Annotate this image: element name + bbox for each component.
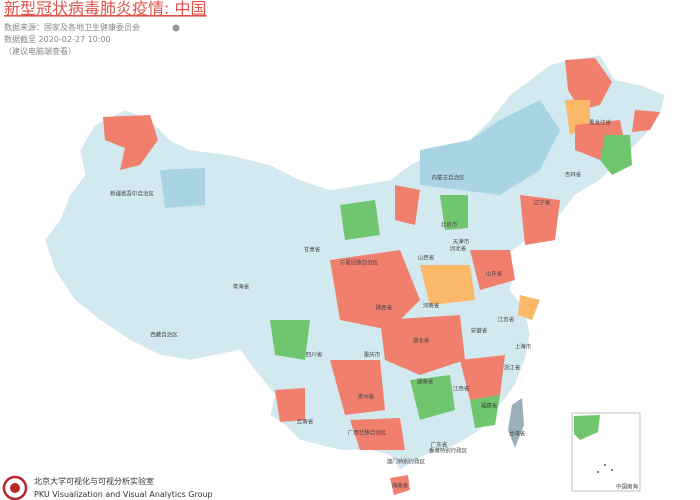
region-label: 宁夏回族自治区 [340, 259, 379, 267]
region-label: 黑龙江省 [589, 119, 612, 127]
region [600, 135, 632, 175]
region-label: 江西省 [453, 385, 470, 393]
region [518, 295, 540, 320]
logo [10, 483, 20, 493]
region-label: 内蒙古自治区 [431, 174, 465, 182]
region [380, 315, 465, 375]
region [330, 250, 420, 330]
region [632, 110, 660, 132]
region-label: 河北省 [450, 245, 467, 253]
region-label: 青海省 [233, 283, 250, 291]
region-label: 西藏自治区 [150, 331, 178, 339]
region-label: 澳门特别行政区 [387, 458, 426, 466]
region [470, 395, 500, 428]
info-icon[interactable] [172, 24, 180, 32]
region-label: 浙江省 [504, 364, 521, 372]
source: 数据来源：国家及各地卫生健康委员会 [4, 22, 140, 32]
region-label: 广东省 [431, 441, 448, 449]
region-label: 陕西省 [376, 304, 393, 312]
title[interactable]: 新型冠状病毒肺炎疫情: 中国 [4, 0, 206, 18]
region-label: 江苏省 [498, 316, 515, 324]
region [420, 100, 560, 195]
region [470, 250, 515, 290]
region-label: 香港特别行政区 [429, 447, 468, 455]
region [350, 418, 405, 450]
logo [2, 475, 28, 500]
hainan [390, 475, 410, 495]
south-sea-inset [571, 412, 641, 492]
region-label: 广西壮族自治区 [348, 429, 387, 437]
region-label: 湖南省 [417, 378, 434, 386]
region-label: 山东省 [486, 270, 503, 278]
region-label: 辽宁省 [534, 199, 551, 207]
region-label: 海南省 [392, 482, 409, 490]
region-label: 新疆维吾尔自治区 [110, 190, 155, 198]
region-label: 北京市 [441, 221, 458, 229]
region-label: 中国南海 [616, 483, 639, 491]
region-label: 山西省 [418, 254, 435, 262]
region-label: 重庆市 [364, 351, 381, 359]
region [440, 195, 468, 230]
region [275, 388, 305, 422]
region-label: 安徽省 [471, 327, 488, 335]
region [103, 115, 158, 170]
region-label: 上海市 [515, 343, 532, 351]
region-label: 湖北省 [413, 337, 430, 345]
lab-en: PKU Visualization and Visual Analytics G… [34, 490, 213, 499]
region-label: 贵州省 [358, 393, 375, 401]
region [460, 355, 505, 400]
region [160, 168, 205, 208]
map[interactable] [44, 54, 666, 495]
region-label: 云南省 [297, 418, 314, 426]
region-label: 吉林省 [565, 171, 582, 179]
region [410, 375, 455, 420]
note: （建议电脑端查看） [4, 46, 76, 56]
region [395, 185, 420, 225]
region-label: 台湾省 [509, 430, 526, 438]
region-label: 天津市 [453, 238, 470, 246]
region-label: 河南省 [423, 302, 440, 310]
region [565, 58, 612, 110]
region [520, 195, 560, 245]
lab-cn: 北京大学可视化与可视分析实验室 [34, 476, 154, 486]
region [330, 360, 385, 415]
region-label: 福建省 [481, 402, 498, 410]
region-label: 甘肃省 [304, 246, 321, 254]
region-label: 四川省 [306, 351, 323, 359]
updated: 数据截至 2020-02-27 10:00 [4, 34, 111, 44]
region [270, 320, 310, 360]
region [420, 265, 475, 305]
region [340, 200, 380, 240]
taiwan [508, 398, 524, 448]
